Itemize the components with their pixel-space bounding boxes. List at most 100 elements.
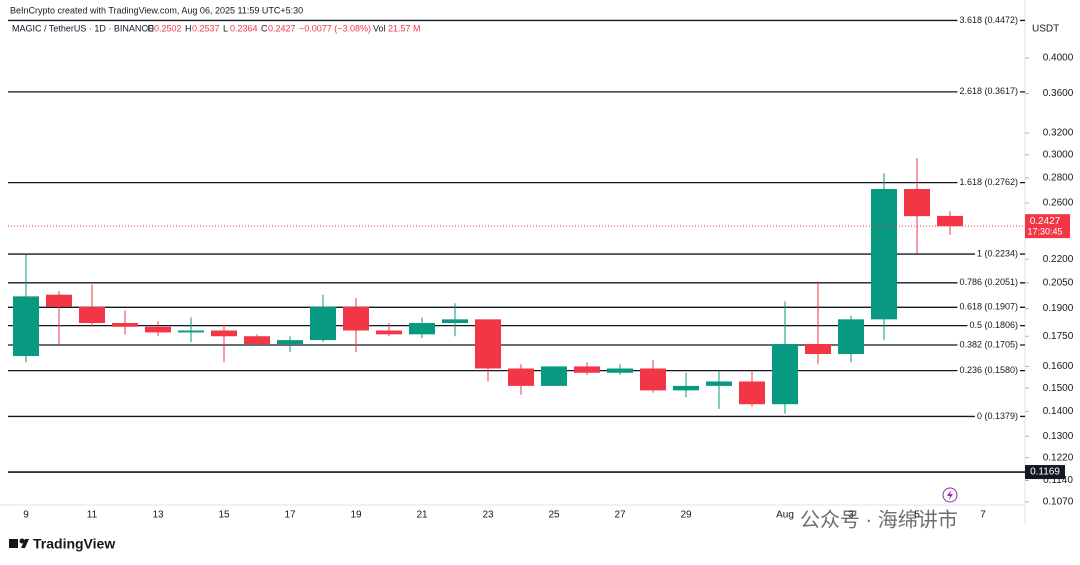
candle-body xyxy=(79,306,105,324)
header-item: C xyxy=(261,23,268,33)
x-tick-label: 19 xyxy=(350,510,362,521)
brand-logo xyxy=(19,538,25,544)
y-tick-label: 0.1140 xyxy=(1043,475,1073,486)
x-tick-label: 25 xyxy=(548,510,560,521)
y-tick-label: 0.3600 xyxy=(1043,88,1074,99)
fib-label-bg xyxy=(957,14,1020,27)
candle-body xyxy=(310,306,336,341)
fib-label-bg xyxy=(957,276,1020,289)
brand: TradingView xyxy=(9,536,115,552)
x-tick-label: Aug xyxy=(776,510,794,521)
x-tick-label: 15 xyxy=(218,510,230,521)
fib-label: 0 (0.1379) xyxy=(977,411,1018,421)
candle-body xyxy=(871,189,897,320)
y-tick-label: 0.1300 xyxy=(1043,431,1074,442)
x-tick-label: 11 xyxy=(87,510,98,521)
support-label-bg xyxy=(1025,465,1065,480)
y-tick-label: 0.1750 xyxy=(1043,331,1074,342)
candle-body xyxy=(838,319,864,355)
fib-label: 1 (0.2234) xyxy=(977,248,1018,258)
candle-body xyxy=(112,323,138,327)
candle-body xyxy=(376,330,402,335)
y-tick-label: 0.1070 xyxy=(1043,496,1074,507)
header-item: L xyxy=(223,23,228,33)
candle-body xyxy=(904,189,930,217)
fib-label: 0.236 (0.1580) xyxy=(959,365,1018,375)
brand-name: TradingView xyxy=(33,536,115,552)
fib-label: 3.618 (0.4472) xyxy=(959,15,1018,25)
watermark: 公众号 · 海绵讲市 xyxy=(800,508,958,531)
candle-body xyxy=(739,381,765,405)
candle-body xyxy=(607,368,633,373)
fib-label-bg xyxy=(974,248,1020,261)
fib-label-bg xyxy=(957,339,1020,352)
header-item: 21.57 M xyxy=(388,23,421,33)
attribution: BeInCrypto created with TradingView.com,… xyxy=(10,5,303,15)
candle-body xyxy=(277,340,303,345)
y-tick-label: 0.3000 xyxy=(1043,149,1074,160)
y-tick-label: 0.1500 xyxy=(1043,383,1074,394)
candle-body xyxy=(145,326,171,333)
candle-body xyxy=(640,368,666,391)
event-icon xyxy=(942,487,958,503)
fib-label: 2.618 (0.3617) xyxy=(959,86,1018,96)
currency: USDT xyxy=(1032,24,1059,35)
candle-body xyxy=(46,294,72,307)
header-item: Vol xyxy=(373,23,386,33)
x-tick-label: 23 xyxy=(482,510,494,521)
y-tick-label: 0.2600 xyxy=(1043,198,1074,209)
x-tick-label: 27 xyxy=(614,510,626,521)
brand-logo xyxy=(21,539,29,548)
header-item: 0.2502 xyxy=(154,23,182,33)
event-icon xyxy=(947,490,953,500)
brand-logo xyxy=(9,539,18,548)
x-tick-label: 21 xyxy=(416,510,428,521)
x-tick-label: 29 xyxy=(680,510,692,521)
fib-label: 0.5 (0.1806) xyxy=(969,320,1018,330)
header-item: 0.2427 xyxy=(268,23,296,33)
fib-label-bg xyxy=(974,410,1020,423)
candle-body xyxy=(211,330,237,337)
y-tick-label: 0.1400 xyxy=(1043,406,1074,417)
candle-body xyxy=(574,366,600,373)
header-item: O xyxy=(147,23,154,33)
candle-body xyxy=(178,330,204,333)
candle-body xyxy=(541,366,567,386)
last-price-bg xyxy=(1025,214,1070,239)
candle-body xyxy=(343,306,369,331)
candle-body xyxy=(409,323,435,335)
support-label: 0.1169 xyxy=(1030,467,1060,478)
fib-label-bg xyxy=(967,319,1020,332)
fib-label: 0.382 (0.1705) xyxy=(959,339,1018,349)
candle-body xyxy=(13,296,39,357)
candle-body xyxy=(442,319,468,324)
y-tick-label: 0.1220 xyxy=(1043,452,1074,463)
candle-body xyxy=(244,336,270,345)
x-tick-label: 9 xyxy=(23,510,29,521)
fib-label: 0.618 (0.1907) xyxy=(959,302,1018,312)
fib-label: 1.618 (0.2762) xyxy=(959,177,1018,187)
fib-label-bg xyxy=(957,85,1020,98)
candle-body xyxy=(673,385,699,391)
countdown: 17:30:45 xyxy=(1027,227,1062,237)
ohlc-header: O 0.2502 H 0.2537 L 0.2364 C 0.2427 −0.0077 (−3.… xyxy=(147,23,421,33)
x-tick-label: 3 xyxy=(848,510,854,521)
candle-body xyxy=(706,381,732,386)
header-item: 0.2364 xyxy=(230,23,258,33)
y-tick-label: 0.1600 xyxy=(1043,361,1074,372)
x-tick-label: 17 xyxy=(284,510,296,521)
symbol: MAGIC / TetherUS · 1D · BINANCE xyxy=(12,23,154,33)
candle-body xyxy=(805,344,831,355)
y-tick-label: 0.1900 xyxy=(1043,303,1074,314)
y-tick-label: 0.3200 xyxy=(1043,128,1074,139)
candle-body xyxy=(937,215,963,227)
x-tick-label: 13 xyxy=(152,510,164,521)
candle-body xyxy=(772,344,798,405)
last-price-label: 0.2427 xyxy=(1030,216,1061,227)
y-tick-label: 0.2800 xyxy=(1043,173,1074,184)
y-tick-label: 0.2200 xyxy=(1043,254,1074,265)
candle-body xyxy=(475,319,501,369)
y-tick-label: 0.2050 xyxy=(1043,278,1074,289)
header-item: 0.2537 xyxy=(192,23,220,33)
